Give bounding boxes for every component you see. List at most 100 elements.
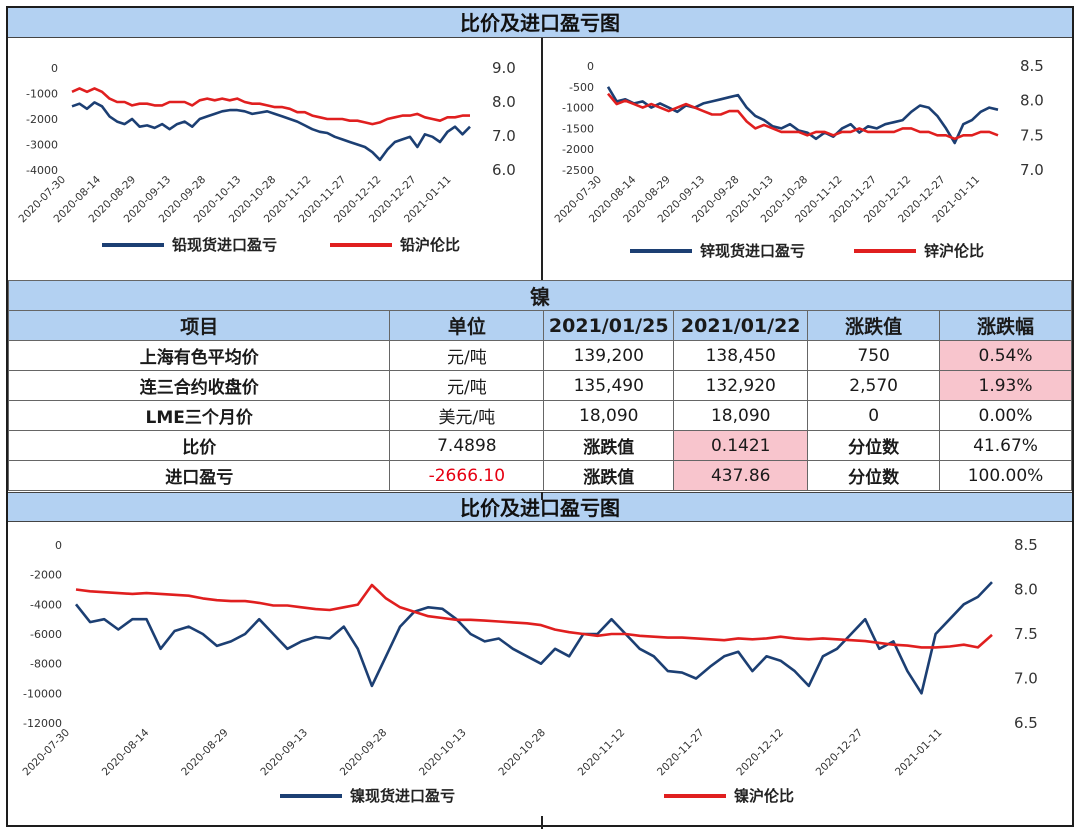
- nickel-left-tick-label: 0: [55, 539, 62, 552]
- nickel-x-tick-label: 2020-08-14: [100, 726, 152, 778]
- row-unit: 元/吨: [389, 340, 545, 371]
- table-title-row: 镍: [8, 280, 1072, 311]
- nickel-x-tick-label: 2020-11-27: [655, 727, 707, 779]
- row-change: 2,570: [807, 370, 941, 401]
- nickel-left-tick-label: -10000: [23, 687, 62, 700]
- nickel-x-tick-label: 2020-09-13: [258, 727, 310, 779]
- table-row-ratio: 比价 7.4898 涨跌值 0.1421 分位数 41.67%: [7, 430, 1072, 461]
- ratio-pct: 41.67%: [939, 430, 1072, 461]
- nickel-left-tick-label: -4000: [30, 598, 62, 611]
- import-change: 437.86: [673, 460, 809, 491]
- lead-right-tick-label: 6.0: [492, 161, 516, 179]
- nickel-right-tick-label: 8.5: [1014, 536, 1038, 554]
- row-value1: 18,090: [543, 400, 675, 431]
- nickel-series-ratio-line: [75, 583, 993, 649]
- nickel-legend-blue: 镍现货进口盈亏: [280, 785, 455, 806]
- row-item: LME三个月价: [7, 400, 391, 431]
- report-frame: 比价及进口盈亏图 0 -1000 -2000 -3000 -4000 9.0 8.0 7.0 6…: [6, 6, 1074, 829]
- row-value2: 138,450: [673, 340, 809, 371]
- row-pct: 0.00%: [939, 400, 1072, 431]
- import-value: -2666.10: [389, 460, 545, 491]
- zinc-chart: 0-500-1000-1500-2000-25008.58.07.57.0202…: [552, 57, 1044, 225]
- col-header-date1: 2021/01/25: [543, 310, 675, 341]
- lead-left-tick-label: -2000: [26, 113, 58, 126]
- nickel-right-tick-label: 7.5: [1014, 625, 1038, 643]
- ratio-pct-label: 分位数: [807, 430, 941, 461]
- nickel-legend-red: 镍沪伦比: [664, 785, 794, 806]
- nickel-left-tick-label: -2000: [30, 569, 62, 582]
- ratio-change: 0.1421: [673, 430, 809, 461]
- import-pct: 100.00%: [939, 460, 1072, 491]
- table-row: LME三个月价 美元/吨 18,090 18,090 0 0.00%: [7, 400, 1072, 431]
- zinc-right-tick-label: 8.0: [1020, 92, 1044, 110]
- ratio-value: 7.4898: [389, 430, 545, 461]
- nickel-x-tick-label: 2020-07-30: [20, 727, 72, 779]
- import-change-label: 涨跌值: [543, 460, 675, 491]
- lead-left-tick-label: 0: [51, 62, 58, 75]
- zinc-left-tick-label: -2500: [562, 164, 594, 177]
- lead-legend-blue-swatch: [102, 242, 164, 247]
- lead-chart: 0-1000-2000-3000-40009.08.07.06.02020-07…: [16, 59, 516, 225]
- col-header-change: 涨跌值: [807, 310, 941, 341]
- nickel-chart: 0 -2000 -4000 -6000 -8000 -10000 -12000 8.5 8.0 7…: [20, 536, 1038, 779]
- row-unit: 元/吨: [389, 370, 545, 401]
- mid-divider-top: [541, 492, 543, 500]
- row-change: 0: [807, 400, 941, 431]
- import-item: 进口盈亏: [7, 460, 391, 491]
- nickel-x-tick-label: 2020-09-28: [338, 727, 390, 779]
- zinc-right-tick-label: 7.5: [1020, 126, 1044, 144]
- zinc-left-tick-label: -500: [569, 81, 594, 94]
- row-value1: 139,200: [543, 340, 675, 371]
- lead-legend-red: 铅沪伦比: [330, 234, 460, 255]
- zinc-legend-blue-swatch: [630, 248, 692, 253]
- top-divider: [541, 38, 543, 280]
- row-item: 上海有色平均价: [7, 340, 391, 371]
- nickel-series-import-pnl-line: [74, 581, 993, 695]
- nickel-x-tick-label: 2020-10-28: [496, 727, 548, 779]
- nickel-x-tick-label: 2020-11-12: [576, 727, 628, 779]
- table-title: 镍: [8, 280, 1072, 311]
- col-header-unit: 单位: [389, 310, 545, 341]
- nickel-legend-blue-swatch: [280, 793, 342, 798]
- top-chart-title: 比价及进口盈亏图: [8, 8, 1072, 38]
- row-value2: 132,920: [673, 370, 809, 401]
- ratio-change-label: 涨跌值: [543, 430, 675, 461]
- lead-legend-red-swatch: [330, 242, 392, 247]
- nickel-x-tick-label: 2021-01-11: [893, 727, 945, 779]
- nickel-x-tick-label: 2020-12-27: [814, 727, 866, 779]
- nickel-legend-blue-label: 镍现货进口盈亏: [350, 787, 456, 805]
- nickel-left-tick-label: -6000: [30, 628, 62, 641]
- zinc-legend-red-label: 锌沪伦比: [924, 242, 985, 260]
- nickel-left-tick-label: -12000: [23, 717, 62, 730]
- zinc-legend-blue: 锌现货进口盈亏: [630, 240, 805, 261]
- row-change: 750: [807, 340, 941, 371]
- lead-legend-blue-label: 铅现货进口盈亏: [172, 236, 278, 254]
- zinc-chart-panel: 0 -500 -1000 -1500 -2000 -2500 8.5 8.0 7.5 7.0 202…: [544, 38, 1072, 278]
- lead-right-tick-label: 7.0: [492, 127, 516, 145]
- zinc-legend-red: 锌沪伦比: [854, 240, 984, 261]
- nickel-left-tick-label: -8000: [30, 658, 62, 671]
- col-header-item: 项目: [7, 310, 391, 341]
- zinc-left-tick-label: 0: [587, 60, 594, 73]
- col-header-date2: 2021/01/22: [673, 310, 809, 341]
- nickel-x-tick-label: 2020-08-29: [179, 727, 231, 779]
- nickel-x-tick-label: 2020-10-13: [417, 727, 469, 779]
- zinc-legend-blue-label: 锌现货进口盈亏: [700, 242, 806, 260]
- table-header-row: 项目 单位 2021/01/25 2021/01/22 涨跌值 涨跌幅: [7, 310, 1072, 341]
- nickel-legend-red-swatch: [664, 793, 726, 798]
- nickel-right-tick-label: 6.5: [1014, 714, 1038, 732]
- row-value2: 18,090: [673, 400, 809, 431]
- lead-right-tick-label: 8.0: [492, 93, 516, 111]
- mid-divider-bottom: [541, 816, 543, 829]
- table-row-import: 进口盈亏 -2666.10 涨跌值 437.86 分位数 100.00%: [7, 460, 1072, 491]
- nickel-x-tick-label: 2020-12-12: [734, 727, 786, 779]
- nickel-chart-panel: 0 -2000 -4000 -6000 -8000 -10000 -12000 8.5 8.0 7…: [8, 523, 1072, 825]
- lead-series-ratio-line: [71, 87, 470, 126]
- lead-series-import-pnl-line: [71, 101, 471, 162]
- row-item: 连三合约收盘价: [7, 370, 391, 401]
- row-value1: 135,490: [543, 370, 675, 401]
- lead-left-tick-label: -4000: [26, 164, 58, 177]
- lead-right-tick-label: 9.0: [492, 59, 516, 77]
- nickel-right-tick-label: 8.0: [1014, 581, 1038, 599]
- nickel-price-table: 镍 项目 单位 2021/01/25 2021/01/22 涨跌值 涨跌幅 上海…: [7, 280, 1072, 491]
